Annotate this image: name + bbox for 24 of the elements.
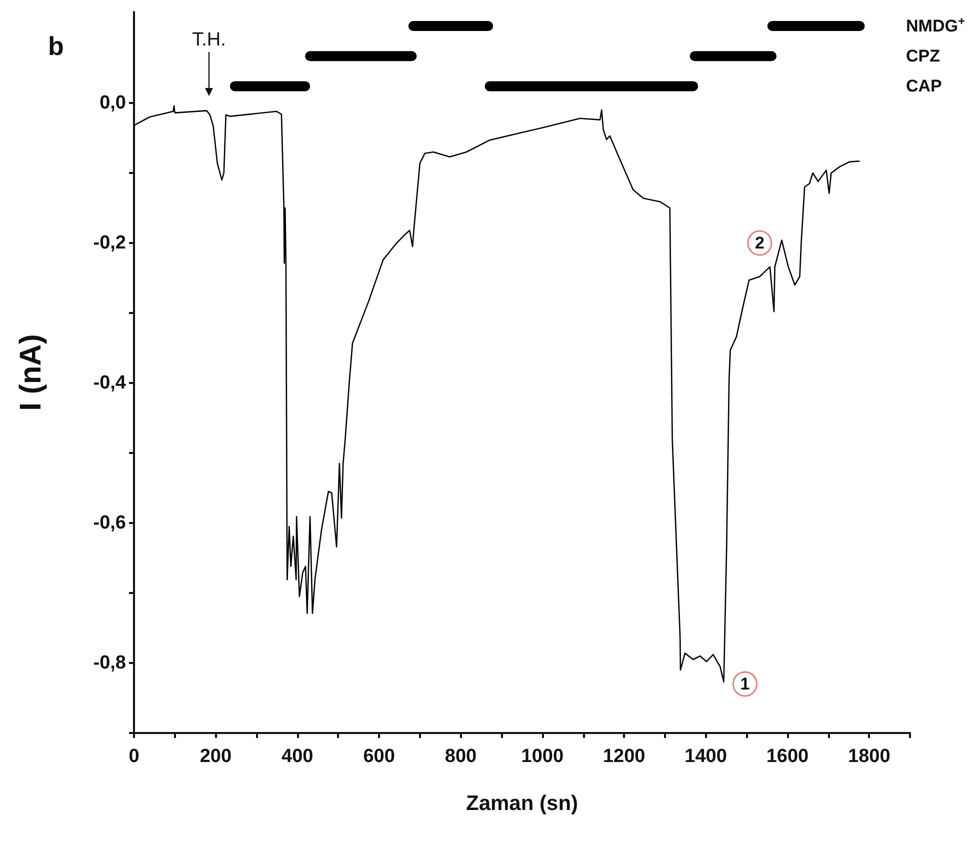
- x-tick-label: 200: [200, 746, 232, 767]
- x-tick-label: 1600: [766, 746, 809, 767]
- x-tick-label: 600: [363, 746, 395, 767]
- annotation: 1: [740, 674, 750, 694]
- y-tick-label: -0,2: [93, 232, 126, 254]
- x-tick-label: 1200: [602, 746, 646, 767]
- x-tick-label: 400: [282, 746, 314, 767]
- y-tick-label: -0,6: [93, 512, 126, 534]
- x-tick-label: 1400: [684, 746, 727, 767]
- y-tick-label: -0,4: [93, 372, 126, 394]
- x-axis-title: Zaman (sn): [466, 792, 578, 815]
- y-tick-label: -0,8: [93, 652, 126, 674]
- text: NMDG+: [906, 14, 965, 36]
- text: CAP: [906, 76, 942, 96]
- x-tick-label: 1800: [848, 746, 890, 767]
- annotation: T.H.: [192, 30, 226, 50]
- y-tick-label: 0,0: [100, 92, 126, 114]
- x-tick-label: 0: [128, 746, 140, 767]
- text: CPZ: [906, 46, 940, 66]
- annotation: 2: [754, 234, 764, 252]
- text: b: [48, 31, 64, 61]
- y-axis-title: I (nA): [14, 334, 48, 411]
- x-tick-label: 1000: [521, 746, 564, 767]
- x-tick-label: 800: [444, 746, 477, 767]
